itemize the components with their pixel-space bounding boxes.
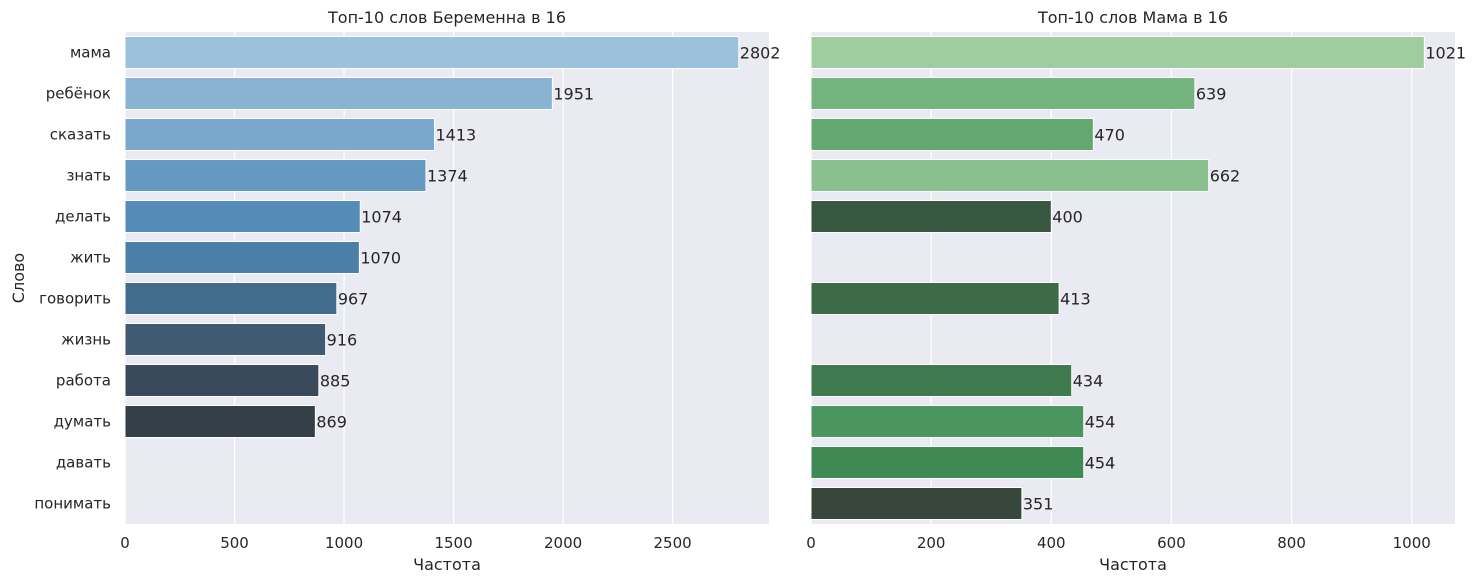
y-axis-title: Слово xyxy=(9,253,28,303)
bar-value-label: 1021 xyxy=(1425,44,1466,63)
bar-value-label: 967 xyxy=(338,290,369,309)
x-tick-label: 2500 xyxy=(654,534,692,552)
bar xyxy=(810,77,1196,110)
chart-right: 0 200 400 600 800 1000 1021 639 470 662 400 413 434 4… xyxy=(806,8,1466,574)
x-tick-label: 0 xyxy=(806,534,816,552)
y-tick-label: мама xyxy=(70,44,111,62)
bar xyxy=(810,159,1210,192)
bar xyxy=(124,159,427,192)
chart-title: Топ-10 слов Беременна в 16 xyxy=(327,8,566,27)
bar xyxy=(810,487,1023,520)
x-tick-label: 2000 xyxy=(544,534,582,552)
bar-value-label: 2802 xyxy=(740,44,781,63)
y-tick-label: знать xyxy=(66,167,111,185)
bar xyxy=(810,446,1085,479)
bar xyxy=(124,364,320,397)
bar xyxy=(810,36,1425,69)
y-tick-label: думать xyxy=(54,413,111,431)
bar xyxy=(124,77,553,110)
bar-value-label: 1951 xyxy=(553,85,594,104)
bar xyxy=(124,241,360,274)
bar xyxy=(810,405,1085,438)
bar xyxy=(124,200,361,233)
x-tick-label: 500 xyxy=(220,534,249,552)
bar xyxy=(810,200,1052,233)
bar xyxy=(810,364,1073,397)
bar-value-label: 662 xyxy=(1210,167,1241,186)
bar-value-label: 454 xyxy=(1085,454,1116,473)
y-tick-label: ребёнок xyxy=(46,85,111,103)
bar-value-label: 916 xyxy=(327,331,358,350)
chart-title: Топ-10 слов Мама в 16 xyxy=(1037,8,1228,27)
x-tick-label: 1500 xyxy=(434,534,472,552)
bar-value-label: 639 xyxy=(1196,85,1227,104)
x-axis-title: Частота xyxy=(413,555,481,574)
bar-value-label: 885 xyxy=(320,372,351,391)
bar-value-label: 1413 xyxy=(436,126,477,145)
bar xyxy=(124,282,338,315)
x-tick-label: 400 xyxy=(1037,534,1066,552)
x-tick-label: 800 xyxy=(1277,534,1306,552)
bar xyxy=(124,405,316,438)
bar-value-label: 1374 xyxy=(427,167,468,186)
y-tick-label: жить xyxy=(70,249,111,267)
bar-value-label: 351 xyxy=(1023,495,1054,514)
bar-value-label: 470 xyxy=(1094,126,1125,145)
x-tick-label: 0 xyxy=(120,534,130,552)
bar-value-label: 413 xyxy=(1060,290,1091,309)
plot-background xyxy=(811,32,1455,524)
bar-value-label: 869 xyxy=(316,413,347,432)
bar xyxy=(124,118,436,151)
bar xyxy=(124,323,327,356)
bar-value-label: 434 xyxy=(1073,372,1104,391)
x-tick-label: 1000 xyxy=(325,534,363,552)
y-tick-label: делать xyxy=(55,208,111,226)
x-axis-title: Частота xyxy=(1099,555,1167,574)
y-tick-label: говорить xyxy=(39,290,111,308)
x-tick-label: 600 xyxy=(1157,534,1186,552)
y-tick-label: жизнь xyxy=(61,331,111,349)
y-tick-label: сказать xyxy=(50,126,111,144)
bar-value-label: 1070 xyxy=(360,249,401,268)
y-tick-label: работа xyxy=(56,372,111,390)
plot-background xyxy=(125,32,769,524)
x-tick-label: 1000 xyxy=(1393,534,1431,552)
bar-value-label: 1074 xyxy=(361,208,402,227)
bar xyxy=(124,36,740,69)
bar-value-label: 400 xyxy=(1052,208,1083,227)
bar xyxy=(810,282,1060,315)
y-tick-label: давать xyxy=(56,454,111,472)
bar xyxy=(810,118,1094,151)
chart-left: 0 500 1000 1500 2000 2500 мама 2802 ребёнок 1951 с… xyxy=(9,8,780,574)
x-tick-label: 200 xyxy=(917,534,946,552)
bar-value-label: 454 xyxy=(1085,413,1116,432)
y-tick-label: понимать xyxy=(34,495,111,513)
